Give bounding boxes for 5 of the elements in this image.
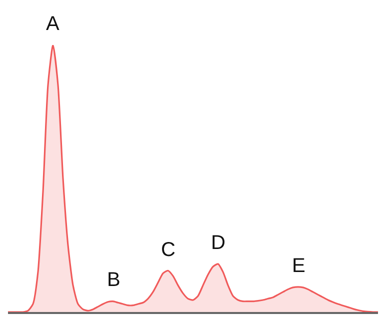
annotation: E bbox=[292, 255, 306, 277]
annotation: D bbox=[211, 232, 226, 254]
annotation: C bbox=[161, 239, 176, 261]
annotation: A bbox=[46, 13, 60, 35]
annotation: B bbox=[107, 269, 120, 291]
